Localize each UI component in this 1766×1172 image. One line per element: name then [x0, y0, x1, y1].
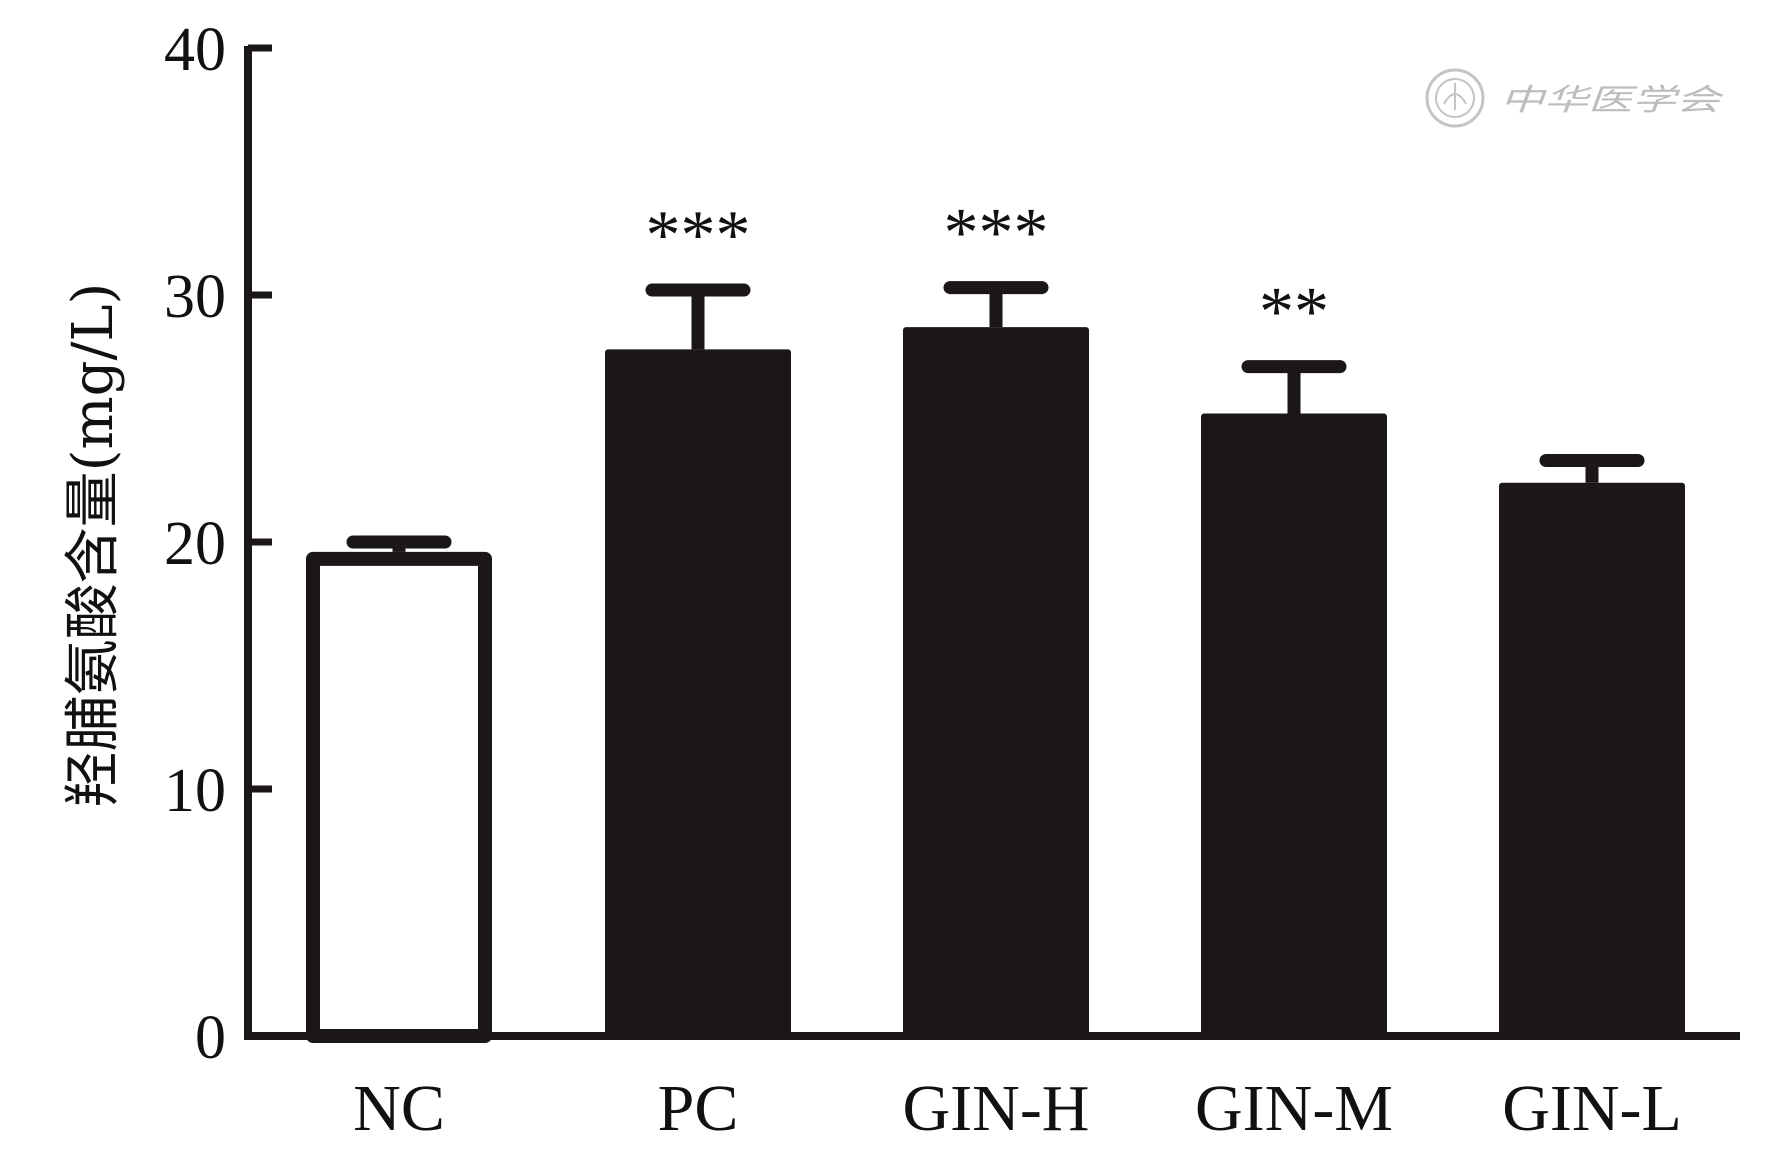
significance-mark: ***: [646, 197, 751, 274]
x-tick-label: GIN-M: [1195, 1072, 1393, 1145]
bar-nc: [306, 551, 492, 1043]
bar-gin-l: [1499, 482, 1685, 1040]
y-tick-label: 10: [164, 757, 226, 825]
significance-mark: **: [1259, 274, 1329, 351]
x-tick-label: NC: [353, 1072, 445, 1145]
error-bars: [346, 281, 1645, 552]
x-tick-label: GIN-H: [903, 1072, 1090, 1145]
watermark-text: 中华医学会: [1500, 83, 1724, 118]
significance-mark: ***: [944, 195, 1049, 272]
y-axis-label: 羟脯氨酸含量(mg/L): [61, 283, 126, 808]
y-tick-label: 20: [164, 510, 226, 578]
bars: [306, 327, 1685, 1043]
y-tick-label: 0: [195, 1004, 226, 1072]
y-ticks: 0 10 20 30 40: [164, 16, 272, 1072]
x-tick-label: GIN-L: [1502, 1072, 1682, 1145]
society-seal-icon: [1425, 68, 1485, 128]
significance-marks: *** *****: [646, 195, 1330, 351]
x-tick-labels: NC PC GIN-H GIN-M GIN-L: [353, 1072, 1682, 1145]
y-tick-label: 40: [164, 16, 226, 84]
x-tick-label: PC: [658, 1072, 739, 1145]
bar-gin-h: [903, 327, 1089, 1039]
bar-gin-m: [1201, 413, 1387, 1039]
watermark: 中华医学会: [1425, 68, 1724, 128]
y-tick-label: 30: [164, 263, 226, 331]
bar-pc: [605, 349, 791, 1039]
